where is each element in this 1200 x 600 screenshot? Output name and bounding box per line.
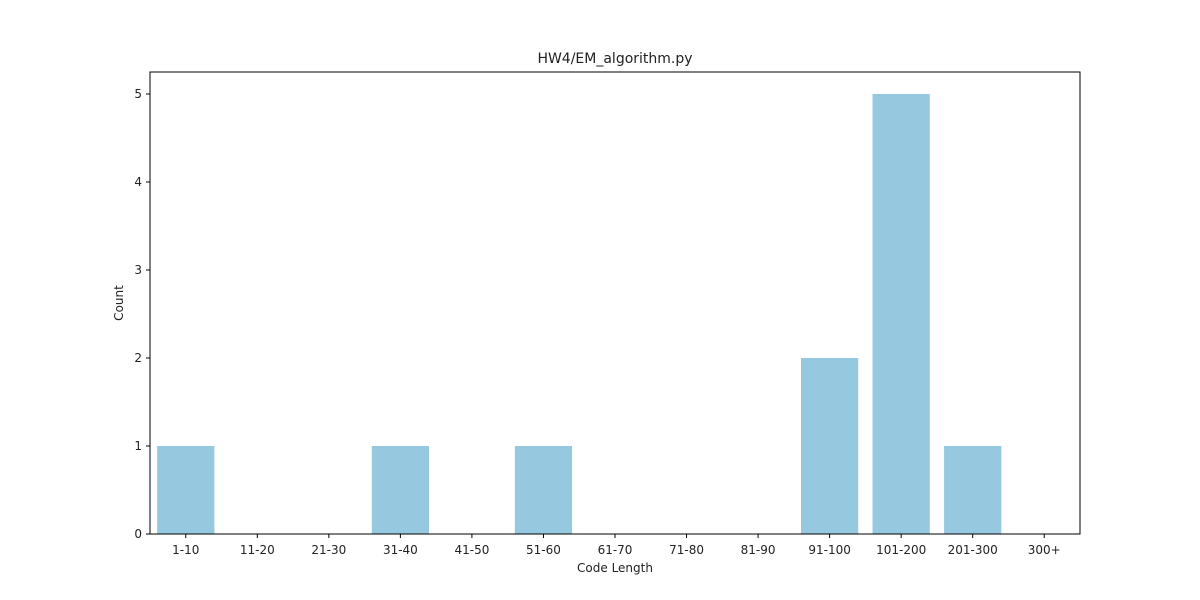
y-tick-label: 4 xyxy=(134,175,142,189)
bar-31-40 xyxy=(371,446,429,534)
x-tick-label: 51-60 xyxy=(526,543,561,557)
bar-101-200 xyxy=(872,94,930,534)
x-tick-label: 61-70 xyxy=(598,543,633,557)
x-tick-label: 1-10 xyxy=(172,543,199,557)
bar-91-100 xyxy=(801,358,859,534)
y-tick-label: 2 xyxy=(134,351,142,365)
x-tick-label: 91-100 xyxy=(808,543,851,557)
x-tick-label: 81-90 xyxy=(741,543,776,557)
x-axis-label: Code Length xyxy=(577,561,653,575)
x-tick-label: 201-300 xyxy=(948,543,998,557)
x-tick-label: 21-30 xyxy=(311,543,346,557)
y-axis-label: Count xyxy=(112,285,126,321)
y-tick-label: 5 xyxy=(134,87,142,101)
x-tick-label: 101-200 xyxy=(876,543,926,557)
bar-201-300 xyxy=(944,446,1002,534)
x-tick-label: 300+ xyxy=(1028,543,1061,557)
chart-title: HW4/EM_algorithm.py xyxy=(537,51,692,67)
bars-group xyxy=(157,94,1002,534)
y-tick-label: 1 xyxy=(134,439,142,453)
x-tick-label: 71-80 xyxy=(669,543,704,557)
bar-1-10 xyxy=(157,446,215,534)
x-tick-label: 41-50 xyxy=(454,543,489,557)
x-axis-ticks: 1-10 11-20 21-30 31-40 41-50 51-60 61-70 71-80 8… xyxy=(172,534,1061,557)
y-tick-label: 3 xyxy=(134,263,142,277)
x-tick-label: 31-40 xyxy=(383,543,418,557)
bar-51-60 xyxy=(514,446,573,534)
y-axis-ticks: 0 1 2 3 4 5 xyxy=(134,87,150,541)
plot-frame xyxy=(149,71,1081,535)
x-tick-label: 11-20 xyxy=(240,543,275,557)
y-tick-label: 0 xyxy=(134,527,142,541)
